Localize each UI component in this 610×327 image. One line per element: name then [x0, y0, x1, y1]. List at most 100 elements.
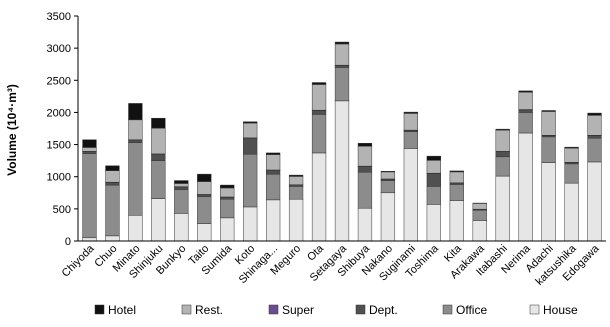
bar-segment-rest-11: [334, 43, 350, 66]
bar-segment-hotel-2: [128, 103, 143, 121]
bar-segment-rest-3: [151, 127, 166, 155]
bar-segment-office-12: [357, 171, 373, 209]
bar-segment-rest-21: [564, 147, 579, 163]
bar-segment-office-6: [220, 198, 235, 219]
bar-segment-rest-18: [495, 129, 510, 152]
bar-segment-house-15: [426, 204, 441, 242]
bar-segment-hotel-3: [151, 117, 166, 129]
bar-segment-house-7: [243, 206, 258, 242]
bar-segment-house-10: [311, 152, 327, 242]
y-tick-label: 3500: [47, 11, 71, 23]
bar-segment-house-8: [265, 199, 281, 242]
bar-segment-house-21: [564, 182, 579, 242]
bar-segment-rest-12: [357, 145, 373, 167]
bar-segment-house-19: [518, 132, 533, 242]
bar-segment-hotel-5: [197, 173, 212, 182]
bar-segment-rest-5: [197, 181, 212, 195]
bar-segment-rest-17: [472, 203, 487, 210]
bar-segment-rest-10: [311, 84, 327, 111]
bar-segment-house-3: [151, 198, 166, 242]
bar-segment-rest-22: [587, 115, 602, 136]
bar-segment-hotel-13: [380, 171, 396, 173]
bar-segment-office-18: [495, 156, 510, 177]
bar-segment-rest-13: [380, 171, 396, 180]
bar-segment-office-3: [151, 160, 166, 199]
bar-segment-office-0: [82, 153, 97, 239]
bar-segment-hotel-11: [334, 41, 350, 45]
bar-segment-house-18: [495, 175, 510, 242]
bar-segment-rest-14: [403, 113, 419, 131]
legend-swatch-house: [529, 304, 540, 315]
bar-segment-office-22: [587, 137, 602, 163]
bar-segment-hotel-4: [174, 180, 189, 184]
bar-segment-office-19: [518, 112, 533, 134]
bar-segment-house-11: [334, 100, 350, 242]
bar-segment-hotel-22: [587, 112, 602, 116]
bar-segment-house-20: [541, 162, 556, 242]
legend-label-rest: Rest.: [195, 303, 223, 317]
bar-segment-office-8: [265, 173, 281, 201]
legend-label-hotel: Hotel: [108, 303, 136, 317]
legend-swatch-super: [268, 304, 279, 315]
bar-segment-dept-4: [174, 186, 189, 190]
y-axis-label: Volume (10⁴·m³): [5, 84, 19, 176]
bar-segment-office-5: [197, 196, 212, 224]
y-tick-label: 2500: [47, 75, 71, 87]
bar-segment-rest-1: [105, 170, 120, 183]
bar-segment-rest-6: [220, 187, 235, 198]
y-tick-label: 0: [65, 236, 71, 248]
bar-segment-hotel-16: [449, 170, 464, 173]
legend-label-office: Office: [456, 303, 487, 317]
bar-segment-house-2: [128, 215, 143, 242]
bar-segment-house-22: [587, 161, 602, 242]
bar-segment-house-13: [380, 192, 396, 242]
bar-segment-house-14: [403, 148, 419, 242]
bar-segment-dept-22: [587, 135, 602, 139]
bar-segment-office-11: [334, 67, 350, 102]
bar-segment-dept-10: [311, 110, 327, 115]
bar-segment-rest-7: [243, 122, 258, 139]
bar-segment-office-2: [128, 142, 143, 216]
legend-label-super: Super: [282, 303, 314, 317]
bar-segment-dept-7: [243, 137, 258, 155]
legend-label-house: House: [543, 303, 578, 317]
bar-segment-house-16: [449, 200, 464, 242]
bar-segment-rest-0: [82, 147, 97, 152]
bar-segment-office-13: [380, 180, 396, 194]
bar-segment-house-5: [197, 223, 212, 242]
bar-segment-dept-15: [426, 173, 441, 187]
bar-segment-hotel-18: [495, 128, 510, 131]
bar-segment-hotel-12: [357, 143, 373, 147]
bar-segment-hotel-21: [564, 146, 579, 149]
bar-segment-hotel-20: [541, 110, 556, 112]
bar-segment-dept-12: [357, 166, 373, 173]
bar-segment-rest-16: [449, 171, 464, 184]
bar-segment-hotel-19: [518, 90, 533, 93]
bar-segment-hotel-9: [288, 174, 304, 177]
y-tick-label: 1500: [47, 140, 71, 152]
bars-layer: [82, 41, 602, 242]
bar-segment-office-21: [564, 163, 579, 184]
bar-segment-office-17: [472, 209, 487, 221]
bar-segment-office-9: [288, 186, 304, 200]
bar-segment-dept-5: [197, 194, 212, 197]
bar-segment-dept-3: [151, 153, 166, 161]
bar-segment-dept-1: [105, 182, 120, 186]
bar-segment-house-9: [288, 198, 304, 242]
y-tick-label: 1000: [47, 172, 71, 184]
bar-segment-dept-8: [265, 170, 281, 175]
bar-segment-rest-4: [174, 183, 189, 187]
bar-segment-hotel-15: [426, 155, 441, 161]
bar-segment-house-12: [357, 207, 373, 242]
bar-segment-office-4: [174, 189, 189, 214]
bar-segment-office-15: [426, 186, 441, 205]
legend-swatch-office: [442, 304, 453, 315]
bar-segment-dept-18: [495, 151, 510, 158]
legend: Hotel Rest. Super Dept. Office House: [94, 303, 578, 317]
legend-label-dept: Dept.: [369, 303, 398, 317]
bar-segment-office-16: [449, 184, 464, 201]
y-tick-label: 2000: [47, 107, 71, 119]
bar-segment-office-7: [243, 153, 258, 208]
bar-segment-rest-9: [288, 176, 304, 185]
